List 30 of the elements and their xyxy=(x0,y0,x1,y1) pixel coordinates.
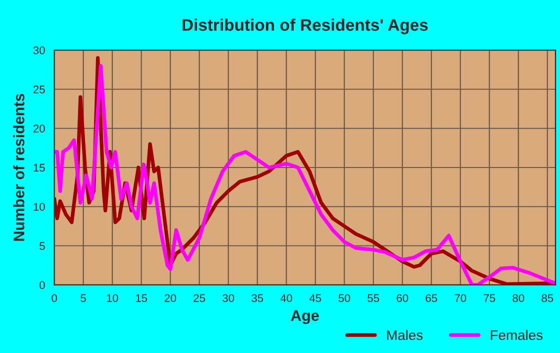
x-tick-label: 80 xyxy=(512,294,524,302)
x-tick-label: 60 xyxy=(396,294,408,302)
y-tick-label: 5 xyxy=(40,242,45,250)
x-tick-label: 40 xyxy=(280,294,292,302)
x-tick-label: 45 xyxy=(309,294,322,302)
x-tick-label: 65 xyxy=(426,294,438,302)
y-axis-title: Number of residents xyxy=(13,94,24,241)
y-tick-label: 0 xyxy=(40,281,45,290)
x-axis-title: Age xyxy=(290,310,319,324)
x-tick-label: 30 xyxy=(222,294,234,302)
y-tick-label: 20 xyxy=(33,124,45,133)
chart-title: Distribution of Residents' Ages xyxy=(182,18,428,34)
x-tick-label: 0 xyxy=(52,294,57,302)
x-tick-label: 55 xyxy=(368,294,380,302)
x-tick-label: 5 xyxy=(80,294,86,302)
x-tick-label: 50 xyxy=(338,294,350,302)
x-tick-label: 85 xyxy=(542,294,554,302)
y-tick-label: 15 xyxy=(34,164,45,172)
y-tick-label: 30 xyxy=(33,46,45,54)
y-tick-label: 25 xyxy=(33,86,45,94)
x-tick-label: 25 xyxy=(194,294,206,302)
x-tick-label: 35 xyxy=(252,294,264,302)
x-tick-label: 10 xyxy=(107,294,118,302)
x-tick-label: 15 xyxy=(136,294,148,302)
y-tick-label: 10 xyxy=(34,202,45,211)
x-tick-label: 20 xyxy=(164,294,176,302)
x-tick-label: 70 xyxy=(454,294,466,302)
x-tick-label: 75 xyxy=(484,294,496,302)
legend-label: Males xyxy=(387,330,423,340)
legend-label: Females xyxy=(490,330,543,340)
